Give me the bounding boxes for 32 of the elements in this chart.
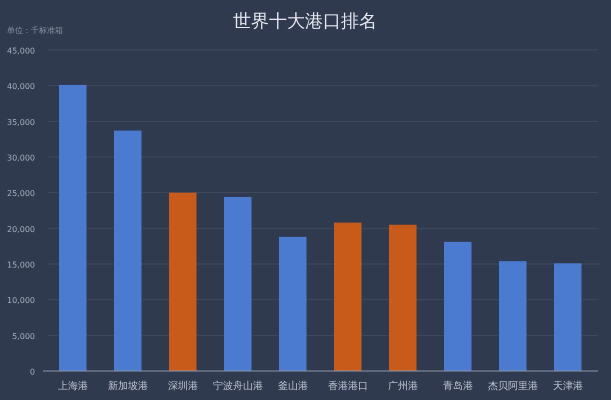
bar bbox=[169, 192, 196, 371]
bar bbox=[444, 242, 472, 371]
x-tick-label: 深圳港 bbox=[168, 380, 198, 392]
y-tick-label: 0 bbox=[30, 368, 35, 376]
x-tick-label: 上海港 bbox=[58, 380, 88, 392]
bar bbox=[114, 130, 142, 371]
x-tick-label: 青岛港 bbox=[442, 380, 473, 392]
bar bbox=[499, 261, 526, 371]
x-tick-label: 天津港 bbox=[552, 380, 583, 392]
x-tick-label: 广州港 bbox=[388, 380, 418, 392]
y-tick-label: 45,000 bbox=[7, 46, 35, 56]
bar bbox=[279, 236, 306, 371]
x-tick-label: 香港港口 bbox=[328, 380, 368, 392]
x-tick-label: 新加坡港 bbox=[108, 380, 148, 392]
bar bbox=[224, 196, 252, 371]
y-tick-label: 5,000 bbox=[12, 332, 35, 341]
bar bbox=[389, 224, 416, 371]
x-tick-label: 宁波舟山港 bbox=[212, 380, 263, 392]
bar bbox=[334, 222, 362, 371]
x-tick-label: 釜山港 bbox=[278, 380, 308, 392]
bar bbox=[59, 84, 86, 371]
y-tick-label: 15,000 bbox=[7, 260, 35, 270]
chart-title: 世界十大港口排名 bbox=[233, 11, 377, 32]
y-tick-label: 40,000 bbox=[7, 82, 35, 92]
x-tick-label: 杰贝阿里港 bbox=[488, 380, 538, 392]
y-tick-label: 35,000 bbox=[7, 118, 35, 127]
bar bbox=[554, 263, 582, 371]
text: 单位：千标准箱 bbox=[7, 26, 63, 35]
y-tick-label: 20,000 bbox=[7, 224, 35, 234]
y-tick-label: 10,000 bbox=[7, 296, 35, 306]
y-tick-label: 30,000 bbox=[7, 154, 35, 162]
y-tick-label: 25,000 bbox=[7, 189, 35, 198]
